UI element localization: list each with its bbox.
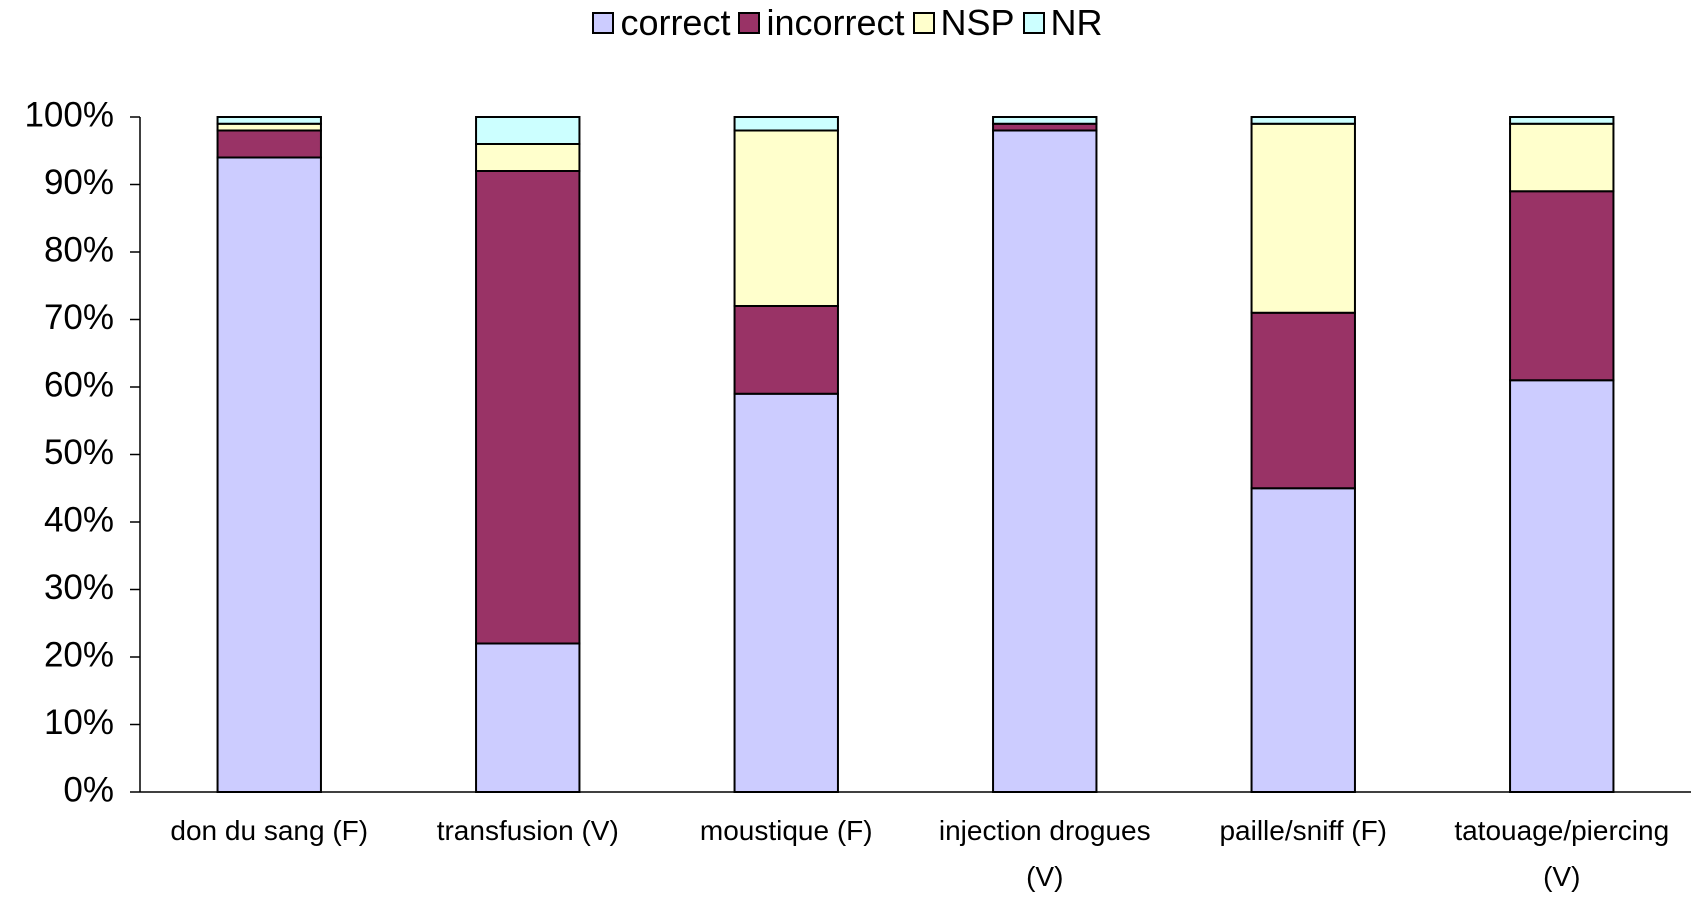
legend-item: incorrect bbox=[738, 2, 905, 44]
legend-item: correct bbox=[592, 2, 730, 44]
x-tick-label: moustique (F) bbox=[699, 815, 873, 846]
legend-swatch bbox=[738, 12, 761, 34]
bar-segment bbox=[1250, 122, 1356, 314]
bar-segment bbox=[733, 392, 839, 793]
x-tick-label: tatouage/piercing (V) bbox=[1454, 815, 1670, 892]
y-tick-label: 80% bbox=[44, 230, 114, 269]
bar-segment bbox=[1250, 487, 1356, 793]
legend-item: NSP bbox=[912, 2, 1015, 44]
bar-segment bbox=[216, 116, 322, 125]
bar-segment bbox=[733, 129, 839, 307]
y-tick-label: 0% bbox=[63, 770, 114, 809]
legend-label: NR bbox=[1050, 2, 1103, 43]
y-tick-label: 90% bbox=[44, 163, 114, 202]
legend-item: NR bbox=[1022, 2, 1103, 44]
y-tick-label: 10% bbox=[44, 703, 114, 742]
bar-segment bbox=[216, 129, 322, 159]
x-tick-label: don du sang (F) bbox=[170, 815, 369, 846]
bar-segment bbox=[216, 156, 322, 793]
bar-segment bbox=[733, 116, 839, 132]
legend-swatch bbox=[1022, 12, 1045, 34]
legend: correct incorrect NSP NR bbox=[0, 2, 1695, 44]
bar-segment bbox=[475, 170, 581, 645]
x-tick-label: injection drogues (V) bbox=[938, 815, 1151, 892]
bar-segment bbox=[216, 122, 322, 132]
bar-segment bbox=[1509, 116, 1615, 125]
y-tick-label: 100% bbox=[24, 95, 114, 134]
bar-segment bbox=[1250, 311, 1356, 490]
bar-segment bbox=[733, 305, 839, 395]
bar-segment bbox=[475, 642, 581, 793]
legend-label: incorrect bbox=[766, 2, 905, 43]
bar-segment bbox=[1509, 122, 1615, 193]
bar-segment bbox=[992, 122, 1098, 132]
y-tick-label: 70% bbox=[44, 298, 114, 337]
legend-swatch bbox=[912, 12, 935, 34]
bar-segment bbox=[475, 143, 581, 172]
x-tick-label: paille/sniff (F) bbox=[1219, 815, 1388, 846]
x-tick-label: transfusion (V) bbox=[436, 815, 619, 846]
y-tick-label: 50% bbox=[44, 433, 114, 472]
y-tick-label: 30% bbox=[44, 568, 114, 607]
bar-segment bbox=[475, 116, 581, 145]
y-tick-label: 20% bbox=[44, 635, 114, 674]
bar-segment bbox=[1509, 190, 1615, 382]
bar-segment bbox=[1509, 379, 1615, 793]
y-tick-label: 40% bbox=[44, 500, 114, 539]
bar-segment bbox=[992, 116, 1098, 125]
legend-label: correct bbox=[620, 2, 731, 43]
y-tick-label: 60% bbox=[44, 365, 114, 404]
bar-segment bbox=[1250, 116, 1356, 125]
bar-segment bbox=[992, 129, 1098, 793]
legend-swatch bbox=[592, 12, 615, 34]
legend-label: NSP bbox=[940, 2, 1015, 43]
